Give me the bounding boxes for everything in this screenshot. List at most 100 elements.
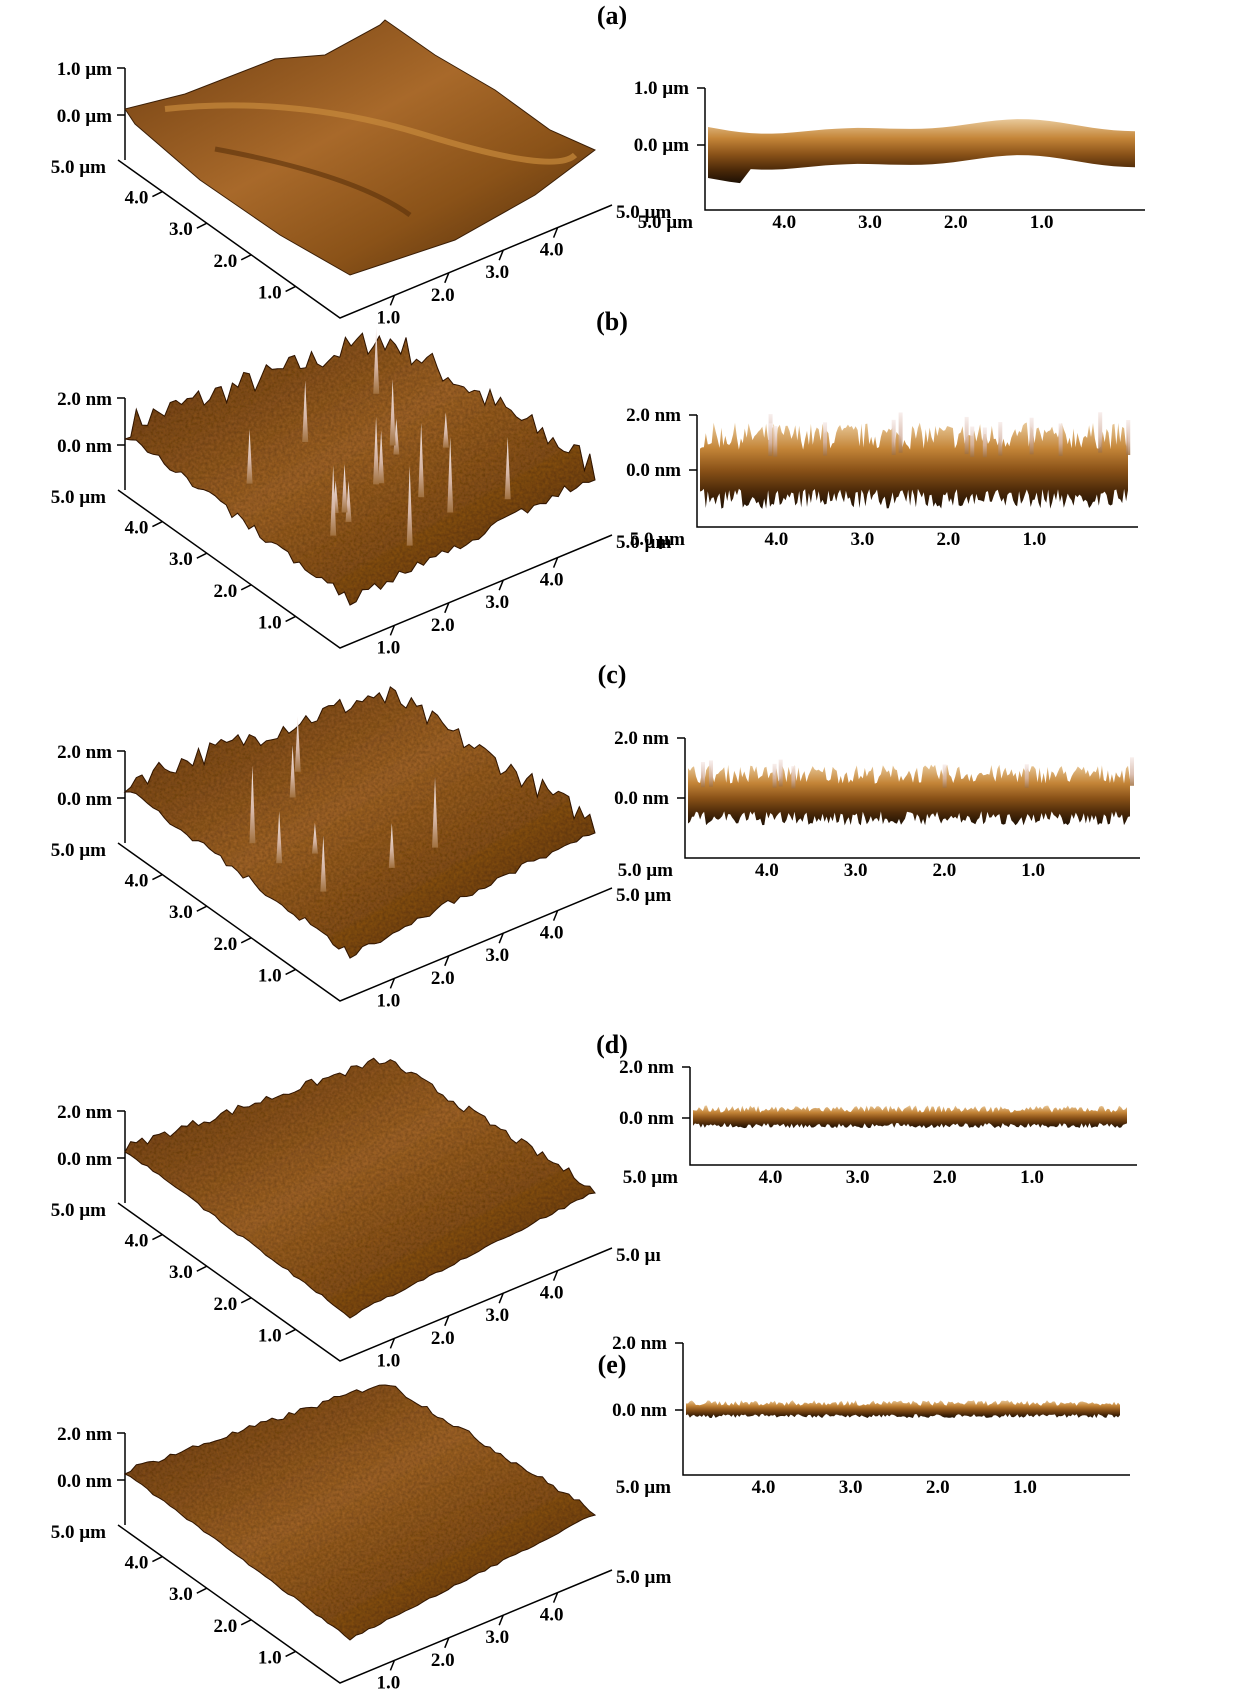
profile-tick-label: 3.0 (839, 1477, 863, 1498)
x-tick (552, 557, 559, 568)
profile-tick-label: 4.0 (752, 1477, 776, 1498)
x-tick (444, 272, 450, 284)
base-axes (117, 1202, 613, 1362)
x-axis-end-label: 5.0 µm (616, 532, 671, 553)
x-tick-label: 2.0 (431, 1650, 455, 1671)
z-top-label: 2.0 nm (57, 1102, 112, 1123)
panel-c: (c) 2.0 nm 0.0 nm 5.0 µm 4.0 1.0 3.0 2.0 2.0 3.0 1… (51, 660, 1140, 1011)
base-axes (117, 1524, 613, 1684)
profile-peak (708, 760, 713, 787)
z-top-label: 2.0 nm (57, 742, 112, 763)
y-tick-label: 1.0 (258, 612, 282, 633)
y-tick (285, 1650, 296, 1658)
x-axis-end-label: 5.0 µm (616, 885, 671, 906)
profile-peak (1058, 423, 1063, 457)
x-tick (444, 1315, 450, 1327)
panel-label: (a) (597, 1, 627, 30)
surface-peak (442, 412, 449, 448)
surface-ridge (164, 102, 578, 165)
profile-band (693, 1105, 1127, 1129)
x-tick-label: 3.0 (485, 945, 509, 966)
base-axes (117, 159, 613, 319)
panel-label: (b) (596, 307, 628, 336)
profile-band (688, 764, 1130, 826)
panel-label: (d) (596, 1030, 628, 1059)
x-tick-label: 1.0 (377, 1350, 401, 1371)
x-tick-label: 4.0 (540, 923, 564, 944)
y-tick (196, 1587, 208, 1594)
surface-peak (289, 745, 296, 798)
profile-z-zero-label: 0.0 µm (634, 135, 689, 156)
y-tick-label: 4.0 (125, 518, 149, 539)
profile-x-end-label: 5.0 µm (630, 529, 685, 550)
surface-peak (389, 379, 396, 446)
y-tick (152, 873, 163, 881)
y-tick-label: 4.0 (125, 1231, 149, 1252)
profile-peak (998, 422, 1003, 456)
x-tick-label: 4.0 (540, 1605, 564, 1626)
y-tick-label: 1.0 (258, 282, 282, 303)
surface-peak (246, 428, 253, 484)
z-top-label: 2.0 nm (57, 1424, 112, 1445)
panel-b: (b) 2.0 nm 0.0 nm 5.0 µm 4.0 1.0 3.0 2.0 2.0 3.0 1… (51, 307, 1138, 658)
y-tick (196, 905, 208, 912)
y-tick-label: 2.0 (213, 251, 237, 272)
y-axis-end-label: 5.0 µm (51, 1200, 106, 1221)
x-tick (498, 579, 504, 591)
x-tick-label: 4.0 (540, 570, 564, 591)
y-tick (240, 254, 252, 261)
z-zero-label: 0.0 µm (57, 106, 112, 127)
profile-peak (791, 766, 796, 789)
profile-tick-label: 2.0 (932, 860, 956, 881)
surface-peak (418, 422, 425, 498)
profile-peak (823, 422, 828, 456)
z-zero-label: 0.0 nm (57, 1471, 112, 1492)
profile-tick-label: 1.0 (1020, 1167, 1044, 1188)
surface-peak (302, 380, 309, 443)
profile-tick-label: 4.0 (759, 1167, 783, 1188)
profile-axes (682, 1343, 1130, 1476)
profile-z-top-label: 1.0 µm (634, 78, 689, 99)
z-zero-label: 0.0 nm (57, 1149, 112, 1170)
panel-label: (e) (598, 1350, 627, 1379)
profile-z-zero-label: 0.0 nm (614, 788, 669, 809)
profile-tick-label: 3.0 (858, 212, 882, 233)
x-tick-label: 1.0 (377, 990, 401, 1011)
surface-peak (373, 326, 380, 394)
profile-peak (964, 416, 969, 455)
y-tick (285, 285, 296, 293)
x-tick-label: 1.0 (377, 637, 401, 658)
y-tick-label: 2.0 (213, 581, 237, 602)
profile-peak (773, 426, 778, 457)
profile-z-zero-label: 0.0 nm (612, 1400, 667, 1421)
y-tick-label: 2.0 (213, 1294, 237, 1315)
x-tick-label: 1.0 (377, 1672, 401, 1693)
y-tick (285, 1328, 296, 1336)
y-tick-label: 1.0 (258, 1325, 282, 1346)
profile-tick-label: 2.0 (933, 1167, 957, 1188)
surface-peak (388, 822, 395, 868)
x-tick (552, 1270, 559, 1281)
y-tick (152, 190, 163, 198)
surface-peak (432, 776, 439, 848)
y-tick (196, 222, 208, 229)
x-tick (498, 249, 504, 261)
z-zero-label: 0.0 nm (57, 789, 112, 810)
profile-tick-label: 4.0 (755, 860, 779, 881)
profile-band (700, 422, 1128, 509)
profile-peak (1129, 757, 1134, 786)
profile-tick-label: 1.0 (1013, 1477, 1037, 1498)
surface-3d (124, 19, 596, 276)
y-tick-label: 3.0 (169, 219, 193, 240)
z-zero-label: 0.0 nm (57, 436, 112, 457)
x-axis-end-label: 5.0 µm (616, 202, 671, 223)
x-tick-label: 3.0 (485, 1305, 509, 1326)
y-tick-label: 1.0 (258, 1647, 282, 1668)
x-tick (444, 602, 450, 614)
profile-peak (768, 423, 773, 457)
surface-peak (276, 811, 283, 864)
base-axes (117, 489, 613, 649)
profile-peak (942, 764, 947, 788)
y-tick-label: 3.0 (169, 1584, 193, 1605)
